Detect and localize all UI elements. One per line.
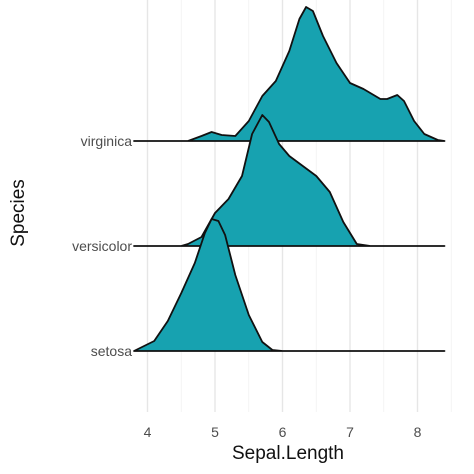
x-tick-label: 7: [346, 424, 354, 440]
y-tick-label-versicolor: versicolor: [72, 238, 132, 254]
ridge-versicolor: [133, 114, 446, 247]
ridges: [133, 6, 446, 352]
x-tick-labels: 4 5 6 7 8: [144, 424, 422, 440]
x-axis-title: Sepal.Length: [232, 443, 344, 464]
x-tick-label: 8: [414, 424, 422, 440]
ridge-setosa: [133, 218, 446, 352]
x-tick-label: 5: [211, 424, 219, 440]
y-tick-labels: setosa versicolor virginica: [72, 133, 132, 359]
y-tick-label-setosa: setosa: [91, 343, 132, 359]
y-axis-title: Species: [8, 179, 29, 247]
y-tick-label-virginica: virginica: [81, 133, 133, 149]
x-tick-label: 6: [279, 424, 287, 440]
x-tick-label: 4: [144, 424, 152, 440]
ridge-virginica: [133, 6, 446, 142]
